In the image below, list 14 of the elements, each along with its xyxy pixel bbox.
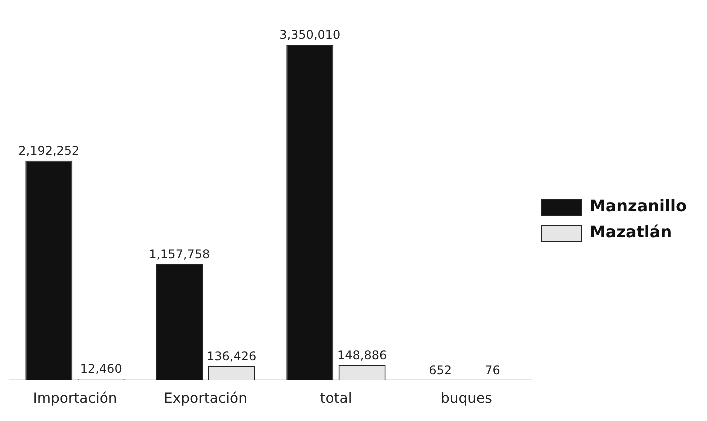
data-label: 136,426 <box>207 350 257 364</box>
data-label: 2,192,252 <box>18 144 80 158</box>
data-label: 76 <box>485 363 500 378</box>
data-label: 3,350,010 <box>280 28 341 42</box>
x-tick-label: Importación <box>33 391 118 408</box>
data-label: 12,460 <box>80 362 122 376</box>
legend-label: Mazatlán <box>590 222 672 242</box>
data-label: 652 <box>429 363 452 378</box>
x-tick-label: Exportación <box>164 391 248 408</box>
data-label: 1,157,758 <box>149 247 210 262</box>
legend-label: Manzanillo <box>590 196 688 216</box>
x-tick-label: total <box>320 391 352 408</box>
data-label: 148,886 <box>338 348 388 362</box>
x-tick-label: buques <box>440 391 492 408</box>
